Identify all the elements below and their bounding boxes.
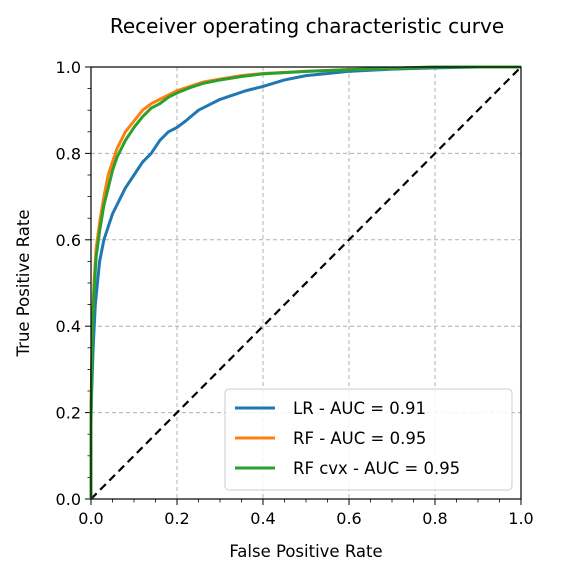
legend: LR - AUC = 0.91 RF - AUC = 0.95 RF cvx -…	[224, 388, 513, 491]
y-tick-label: 0.2	[56, 404, 81, 423]
y-tick-label: 0.4	[56, 317, 81, 336]
tick-labels: 0.0 0.2 0.4 0.6 0.8 1.0 0.0 0.2 0.4 0.6 0.8 1.0	[56, 58, 534, 528]
y-tick-label: 1.0	[56, 58, 81, 77]
x-tick-label: 0.8	[422, 509, 447, 528]
y-tick-label: 0.8	[56, 144, 81, 163]
series-lines	[89, 65, 521, 499]
legend-label-lr: LR - AUC = 0.91	[293, 399, 426, 418]
legend-label-rf-cvx: RF cvx - AUC = 0.95	[293, 459, 460, 478]
x-tick-label: 0.6	[336, 509, 361, 528]
series-line-lr	[89, 65, 521, 499]
y-axis-label: True Positive Rate	[14, 210, 33, 358]
y-tick-label: 0.0	[56, 490, 81, 509]
x-tick-label: 0.4	[250, 509, 275, 528]
legend-box	[224, 388, 513, 491]
series-line-rf-cvx	[89, 65, 521, 499]
x-axis-label: False Positive Rate	[229, 542, 382, 561]
y-tick-label: 0.6	[56, 231, 81, 250]
chart-title: Receiver operating characteristic curve	[110, 14, 504, 38]
x-tick-label: 0.2	[164, 509, 189, 528]
x-tick-label: 0.0	[78, 509, 103, 528]
chance-diagonal-line	[90, 66, 522, 500]
x-tick-label: 1.0	[508, 509, 533, 528]
plot-frame	[90, 66, 522, 500]
legend-label-rf: RF - AUC = 0.95	[293, 429, 426, 448]
